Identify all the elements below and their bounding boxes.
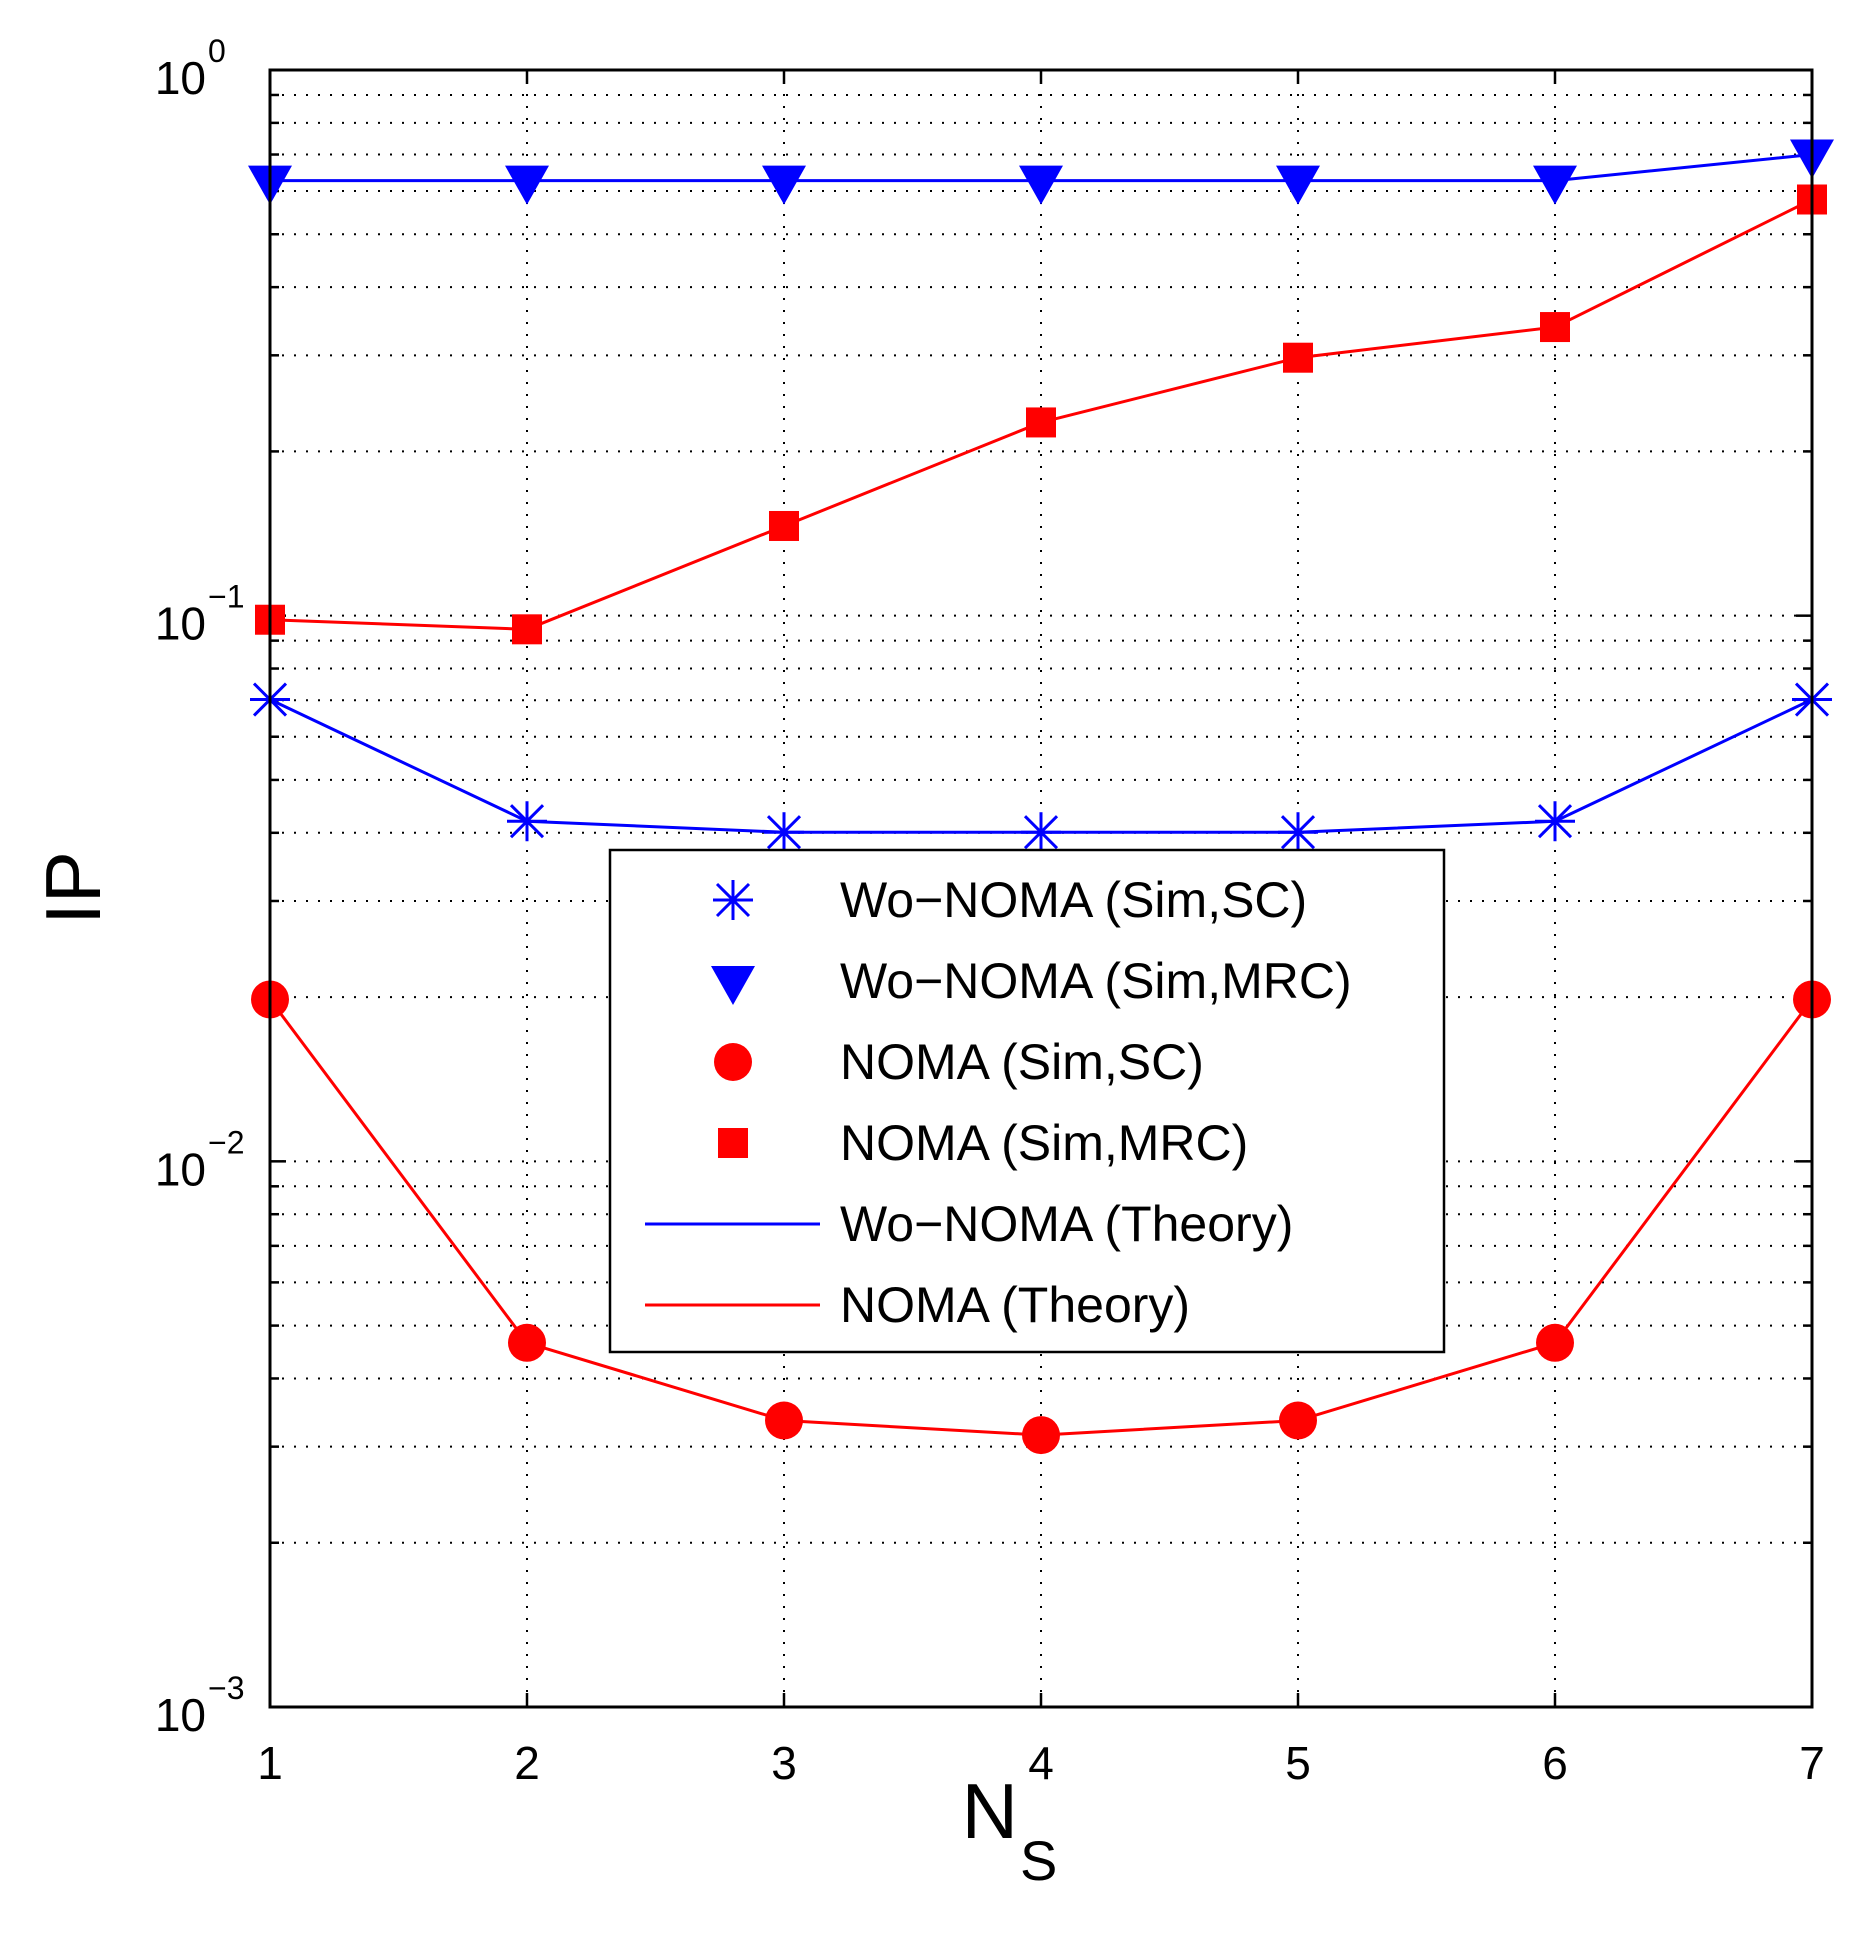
x-tick-label: 6: [1542, 1737, 1568, 1789]
x-tick-label: 1: [257, 1737, 283, 1789]
legend-label: NOMA (Sim,MRC): [840, 1115, 1248, 1171]
y-tick-label-base: 10: [155, 52, 206, 104]
data-point-circle: [508, 1323, 546, 1362]
y-tick-label-exponent: −1: [208, 579, 244, 615]
x-tick-label: 3: [771, 1737, 797, 1789]
data-point-triangle-down: [505, 165, 549, 205]
asterisk-stroke: [1537, 804, 1573, 839]
x-axis-label: N: [962, 1767, 1018, 1855]
legend-box: [608, 848, 1446, 1354]
y-axis-label: IP: [29, 851, 117, 925]
legend-label: Wo−NOMA (Theory): [840, 1196, 1293, 1252]
y-tick-label: 10−2: [155, 1124, 245, 1195]
x-axis-ticks: 1 2 3 4 5 6 7: [257, 70, 1825, 1789]
data-point-square: [1283, 342, 1313, 373]
legend-entry: Wo−NOMA (Theory): [645, 1196, 1293, 1252]
data-point-triangle-down: [1276, 165, 1320, 205]
x-tick-label: 4: [1028, 1737, 1054, 1789]
data-point-asterisk: [1535, 801, 1575, 842]
legend-marker-circle: [714, 1043, 752, 1081]
data-point-triangle-down: [762, 165, 806, 205]
data-point-square: [1540, 312, 1570, 343]
legend-label: Wo−NOMA (Sim,MRC): [840, 953, 1352, 1009]
x-tick-label: 7: [1799, 1737, 1825, 1789]
data-point-asterisk: [1278, 812, 1318, 853]
legend-label: Wo−NOMA (Sim,SC): [840, 872, 1307, 928]
y-tick-label-base: 10: [155, 1689, 206, 1741]
asterisk-stroke: [1280, 815, 1316, 850]
y-tick-label: 100: [155, 33, 226, 104]
legend-marker-square: [718, 1128, 748, 1158]
data-point-circle: [1536, 1323, 1574, 1362]
data-point-circle: [1022, 1416, 1060, 1455]
grid-lines: [270, 70, 1812, 1707]
y-tick-label: 10−3: [155, 1670, 245, 1741]
x-tick-label: 2: [514, 1737, 540, 1789]
legend-entry: Wo−NOMA (Sim,MRC): [711, 953, 1352, 1009]
asterisk-stroke: [715, 882, 751, 918]
data-point-square: [1026, 407, 1056, 438]
asterisk-stroke: [766, 815, 802, 850]
x-tick-label: 5: [1285, 1737, 1311, 1789]
legend-marker-triangle-down: [711, 966, 755, 1005]
y-tick-label-base: 10: [155, 598, 206, 650]
y-tick-label-base: 10: [155, 1143, 206, 1195]
data-point-asterisk: [1021, 812, 1061, 853]
data-point-asterisk: [507, 801, 547, 842]
x-axis-label-subscript: S: [1020, 1829, 1057, 1892]
data-point-square: [512, 614, 542, 645]
legend-entry: NOMA (Sim,MRC): [718, 1115, 1248, 1171]
legend-label: NOMA (Theory): [840, 1277, 1190, 1333]
y-tick-label-exponent: −3: [208, 1670, 244, 1706]
legend-label: NOMA (Sim,SC): [840, 1034, 1204, 1090]
data-point-square: [769, 510, 799, 541]
y-tick-label-exponent: 0: [208, 33, 226, 69]
data-point-circle: [1279, 1401, 1317, 1440]
asterisk-stroke: [1023, 815, 1059, 850]
legend-entry: NOMA (Theory): [645, 1277, 1190, 1333]
y-tick-label-exponent: −2: [208, 1124, 244, 1160]
asterisk-stroke: [509, 804, 545, 839]
y-tick-label: 10−1: [155, 579, 245, 650]
data-point-triangle-down: [1533, 165, 1577, 205]
data-point-asterisk: [764, 812, 804, 853]
legend-entry: NOMA (Sim,SC): [714, 1034, 1204, 1090]
legend: Wo−NOMA (Sim,SC) Wo−NOMA (Sim,MRC) NOMA (S…: [608, 848, 1446, 1354]
data-point-triangle-down: [1019, 165, 1063, 205]
legend-entry: Wo−NOMA (Sim,SC): [713, 872, 1307, 928]
legend-marker-asterisk: [713, 880, 753, 920]
series-markers: [248, 139, 1834, 1455]
data-point-circle: [765, 1401, 803, 1440]
